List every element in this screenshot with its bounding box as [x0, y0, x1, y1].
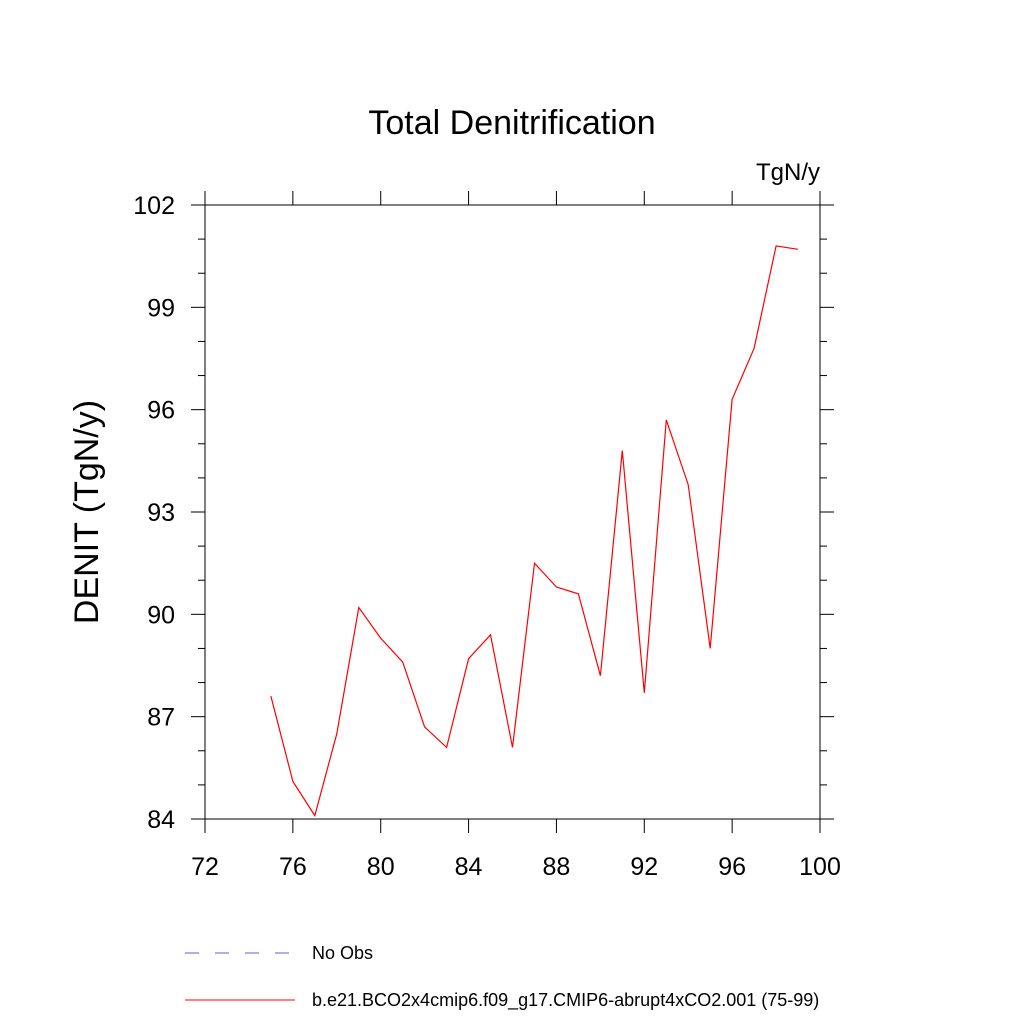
x-tick-label: 92 [630, 853, 658, 881]
legend: No Obs b.e21.BCO2x4cmip6.f09_g17.CMIP6-a… [185, 943, 819, 1011]
axis-ticks: 84 87 90 93 96 99 102 72 76 80 84 88 92 96 100 [133, 191, 841, 881]
y-tick-label: 102 [133, 192, 175, 220]
legend-label-no-obs: No Obs [312, 943, 373, 963]
x-tick-label: 84 [455, 853, 483, 881]
y-tick-label: 87 [147, 704, 175, 732]
x-tick-label: 88 [543, 853, 571, 881]
y-tick-label: 93 [147, 499, 175, 527]
y-tick-label: 84 [147, 806, 175, 834]
chart-title: Total Denitrification [368, 104, 655, 142]
y-tick-label: 96 [147, 397, 175, 425]
x-tick-label: 100 [799, 853, 841, 881]
y-tick-label: 99 [147, 294, 175, 322]
legend-label-model: b.e21.BCO2x4cmip6.f09_g17.CMIP6-abrupt4x… [312, 990, 819, 1011]
data-series [270, 245, 799, 818]
series-line-0 [270, 245, 799, 818]
y-axis-label: DENIT (TgN/y) [68, 400, 106, 624]
x-tick-label: 96 [718, 853, 746, 881]
units-label: TgN/y [756, 159, 820, 186]
y-tick-label: 90 [147, 601, 175, 629]
x-tick-label: 76 [279, 853, 307, 881]
plot-frame [204, 204, 821, 820]
x-tick-label: 80 [367, 853, 395, 881]
x-tick-label: 72 [191, 853, 219, 881]
